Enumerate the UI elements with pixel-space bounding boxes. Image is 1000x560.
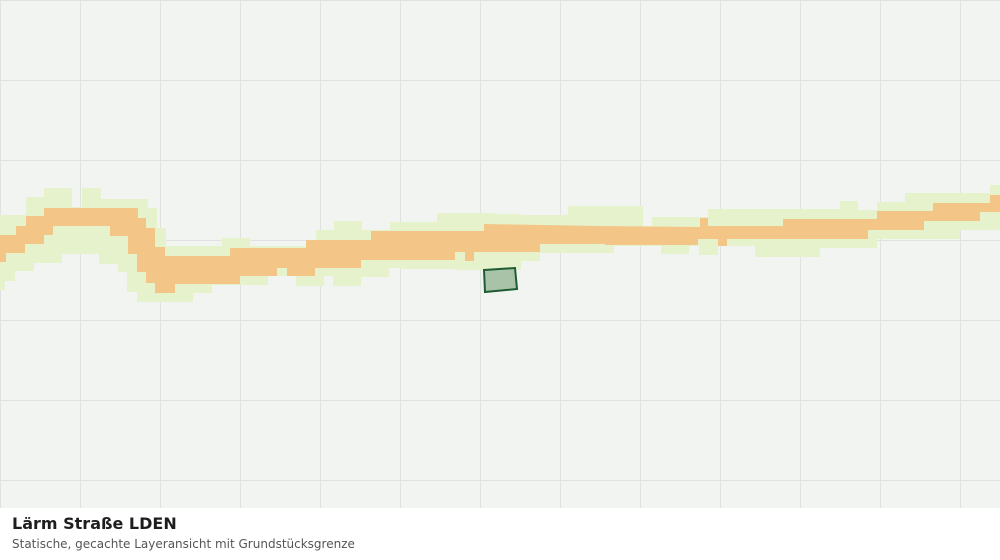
noise-zone-high [0,195,1000,293]
parcel-boundary [482,266,519,294]
layer-subtitle: Statische, gecachte Layeransicht mit Gru… [12,537,355,551]
caption: Lärm Straße LDEN Statische, gecachte Lay… [0,508,1000,560]
layer-title: Lärm Straße LDEN [12,514,177,533]
map [0,0,1000,508]
